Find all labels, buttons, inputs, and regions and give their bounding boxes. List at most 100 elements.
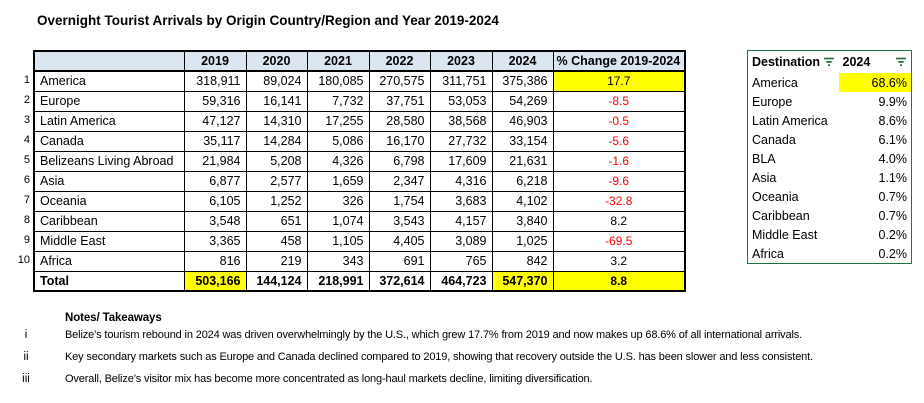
year-column-header: 2020: [245, 50, 308, 72]
arrivals-value: 17,609: [429, 150, 493, 172]
note-item: i Belize’s tourism rebound in 2024 was dr…: [0, 329, 924, 343]
pct-change-value: -9.6: [552, 170, 686, 192]
arrivals-value: 311,751: [429, 70, 493, 92]
year-column-header: 2024: [491, 50, 554, 72]
row-number: 10: [17, 254, 30, 266]
side-header-destination: Destination: [748, 51, 839, 74]
arrivals-value: 21,984: [183, 150, 247, 172]
destination-label: Canada: [752, 132, 796, 147]
destination-share-value: 0.7%: [878, 189, 908, 204]
table-row: Middle East 3,365 458 1,105 4,405 3,089 1,025-…: [33, 230, 686, 252]
arrivals-value: 6,105: [183, 190, 247, 212]
total-arrivals-value: 144,124: [245, 270, 308, 292]
year-column-header: 2019: [183, 50, 247, 72]
arrivals-value: 27,732: [429, 130, 493, 152]
arrivals-value: 3,840: [491, 210, 554, 232]
destination-share-table: Destination 2024 America 68.6% Europe 9.9% La…: [747, 50, 912, 264]
notes-heading: Notes/ Takeaways: [65, 312, 162, 324]
destination-label: Caribbean: [752, 208, 810, 223]
arrivals-value: 816: [183, 250, 247, 272]
side-header-2024: 2024: [839, 51, 912, 74]
pct-change-value: -69.5: [552, 230, 686, 252]
year-column-header: 2023: [429, 50, 493, 72]
origin-label: Oceania: [33, 190, 185, 212]
arrivals-value: 14,284: [245, 130, 308, 152]
arrivals-value: 53,053: [429, 90, 493, 112]
main-table: 2019 2020 2021 2022 2023 2024% Change 2019-20…: [33, 50, 686, 292]
arrivals-value: 47,127: [183, 110, 247, 132]
arrivals-value: 3,365: [183, 230, 247, 252]
table-row: America 318,911 89,024 180,085 270,575 311,75…: [33, 70, 686, 92]
total-arrivals-value: 547,370: [491, 270, 554, 292]
arrivals-value: 1,252: [245, 190, 308, 212]
list-item: Oceania 0.7%: [748, 187, 912, 206]
destination-label: BLA: [752, 151, 776, 166]
arrivals-value: 4,326: [306, 150, 370, 172]
side-header-label: Destination: [752, 55, 821, 69]
arrivals-value: 16,141: [245, 90, 308, 112]
destination-label: Asia: [752, 170, 777, 185]
row-number: 9: [23, 234, 30, 246]
origin-label: Belizeans Living Abroad: [33, 150, 185, 172]
list-item: BLA 4.0%: [748, 149, 912, 168]
total-row: Total 503,166 144,124 218,991 372,614 464,723…: [33, 270, 686, 292]
arrivals-value: 180,085: [306, 70, 370, 92]
arrivals-value: 28,580: [368, 110, 431, 132]
side-header-content: Destination: [752, 55, 835, 69]
destination-label: Latin America: [752, 113, 828, 128]
table-row: Europe 59,316 16,141 7,732 37,751 53,053 54,26…: [33, 90, 686, 112]
destination-label: Africa: [752, 246, 784, 261]
note-text: Key secondary markets such as Europe and…: [65, 351, 813, 363]
total-arrivals-value: 218,991: [306, 270, 370, 292]
arrivals-value: 89,024: [245, 70, 308, 92]
arrivals-value: 54,269: [491, 90, 554, 112]
pct-change-value: -8.5: [552, 90, 686, 112]
row-number: 6: [23, 174, 30, 186]
arrivals-value: 2,347: [368, 170, 431, 192]
row-number: 4: [23, 134, 30, 146]
page-title: Overnight Tourist Arrivals by Origin Cou…: [37, 13, 499, 28]
main-table-header-row: 2019 2020 2021 2022 2023 2024% Change 2019-20…: [33, 50, 686, 72]
arrivals-value: 375,386: [491, 70, 554, 92]
arrivals-value: 46,903: [491, 110, 554, 132]
filter-icon[interactable]: [823, 57, 835, 67]
destination-label: Middle East: [752, 227, 818, 242]
arrivals-value: 6,877: [183, 170, 247, 192]
origin-label: Caribbean: [33, 210, 185, 232]
list-item: America 68.6%: [748, 73, 912, 92]
arrivals-value: 5,086: [306, 130, 370, 152]
destination-share-value: 8.6%: [878, 113, 908, 128]
destination-share-value: 9.9%: [878, 94, 908, 109]
arrivals-value: 691: [368, 250, 431, 272]
arrivals-value: 3,548: [183, 210, 247, 232]
total-arrivals-value: 372,614: [368, 270, 431, 292]
pct-change-value: -5.6: [552, 130, 686, 152]
destination-share-value: 0.2%: [878, 227, 908, 242]
arrivals-value: 318,911: [183, 70, 247, 92]
list-item: Middle East 0.2%: [748, 225, 912, 244]
arrivals-value: 17,255: [306, 110, 370, 132]
arrivals-value: 765: [429, 250, 493, 272]
destination-share-value: 1.1%: [878, 170, 908, 185]
arrivals-value: 3,089: [429, 230, 493, 252]
origin-label: America: [33, 70, 185, 92]
pct-change-value: -0.5: [552, 110, 686, 132]
arrivals-value: 1,659: [306, 170, 370, 192]
total-label: Total: [33, 270, 185, 292]
total-arrivals-value: 464,723: [429, 270, 493, 292]
filter-icon[interactable]: [895, 57, 907, 67]
row-number: 7: [23, 194, 30, 206]
arrivals-value: 2,577: [245, 170, 308, 192]
note-marker: i: [24, 329, 28, 341]
total-pct-change-value: 8.8: [552, 270, 686, 292]
table-row: Asia 6,877 2,577 1,659 2,347 4,316 6,218 -9.6: [33, 170, 686, 192]
side-header-content: 2024: [843, 55, 908, 69]
origin-label: Canada: [33, 130, 185, 152]
list-item: Africa 0.2%: [748, 244, 912, 264]
arrivals-value: 6,218: [491, 170, 554, 192]
list-item: Asia 1.1%: [748, 168, 912, 187]
arrivals-value: 33,154: [491, 130, 554, 152]
arrivals-value: 1,025: [491, 230, 554, 252]
destination-share-value: 0.2%: [878, 246, 908, 261]
